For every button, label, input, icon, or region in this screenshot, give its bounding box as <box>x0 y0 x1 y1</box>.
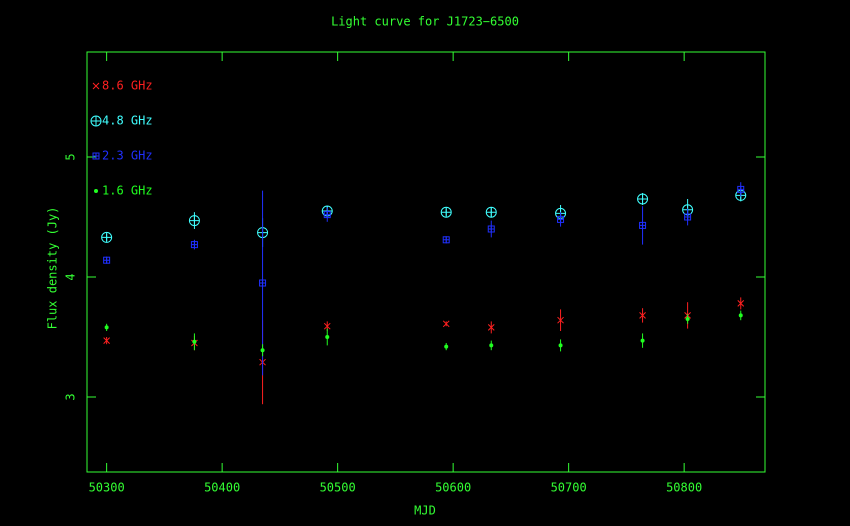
marker-x <box>737 300 745 307</box>
marker-plus <box>101 232 112 243</box>
y-tick-label: 4 <box>64 273 78 280</box>
y-axis-label: Flux density (Jy) <box>46 207 60 330</box>
x-tick-label: 50800 <box>666 481 702 495</box>
marker-plus <box>441 207 452 218</box>
data-point <box>639 221 647 229</box>
plot-frame <box>86 51 766 473</box>
data-point <box>489 343 494 348</box>
data-point <box>737 185 745 193</box>
x-tick-label: 50700 <box>551 481 587 495</box>
marker-dot <box>260 348 265 353</box>
data-point <box>103 337 110 344</box>
x-tick-label: 50400 <box>204 481 240 495</box>
marker-dot <box>104 325 109 330</box>
marker-dot <box>192 339 197 344</box>
data-point <box>444 344 449 349</box>
data-point <box>192 339 197 344</box>
data-point <box>557 215 565 223</box>
data-point <box>685 317 690 321</box>
data-point <box>684 213 692 221</box>
marker-dot <box>558 343 563 348</box>
marker-cross <box>324 211 331 218</box>
marker-x <box>92 82 100 90</box>
marker-cross <box>259 280 266 286</box>
marker-dot <box>489 343 494 348</box>
legend-marker <box>92 82 100 90</box>
data-point <box>639 312 646 319</box>
legend-label: 4.8 GHz <box>102 114 153 128</box>
marker-cross <box>488 226 495 232</box>
x-tick-label: 50600 <box>435 481 471 495</box>
marker-plus <box>91 116 101 126</box>
marker-dot <box>444 344 449 349</box>
marker-dot <box>640 338 645 343</box>
data-point <box>738 313 743 318</box>
marker-cross <box>191 241 198 248</box>
data-point <box>487 324 495 331</box>
data-point <box>101 231 113 243</box>
legend-label: 2.3 GHz <box>102 149 153 163</box>
y-tick-label: 5 <box>64 153 78 160</box>
marker-cross <box>93 153 99 159</box>
data-point <box>442 236 450 244</box>
x-axis-label: MJD <box>414 504 436 518</box>
data-point <box>103 256 111 264</box>
marker-dot <box>325 335 330 339</box>
data-point <box>259 279 267 287</box>
marker-cross <box>557 216 564 223</box>
marker-plus <box>486 207 497 218</box>
y-tick-label: 3 <box>64 393 78 400</box>
marker-plus <box>189 215 200 226</box>
marker-cross <box>639 222 646 229</box>
marker-cross <box>103 257 110 264</box>
legend-label: 1.6 GHz <box>102 184 153 198</box>
marker-x <box>557 316 564 324</box>
marker-plus <box>637 194 648 204</box>
data-point <box>190 241 198 249</box>
legend-marker <box>90 115 102 127</box>
marker-dot <box>738 313 743 318</box>
marker-x <box>442 320 450 328</box>
data-point <box>737 300 745 307</box>
data-point <box>323 322 331 330</box>
legend-marker <box>94 189 98 193</box>
data-point <box>440 206 452 218</box>
marker-dot <box>94 189 98 193</box>
data-point <box>637 193 649 205</box>
data-point <box>557 316 564 324</box>
marker-cross <box>684 214 691 220</box>
legend-marker <box>92 152 100 160</box>
marker-x <box>487 324 495 331</box>
marker-x <box>103 337 110 344</box>
marker-cross <box>737 186 744 193</box>
marker-cross <box>443 236 450 243</box>
data-point <box>640 338 645 343</box>
x-tick-label: 50300 <box>89 481 125 495</box>
data-point <box>325 335 330 339</box>
data-point <box>260 348 265 353</box>
x-tick-label: 50500 <box>320 481 356 495</box>
legend-label: 8.6 GHz <box>102 79 153 93</box>
data-point <box>188 215 200 227</box>
marker-x <box>323 322 331 330</box>
marker-x <box>639 312 646 319</box>
data-point <box>442 320 450 328</box>
data-point <box>485 206 497 218</box>
chart-title: Light curve for J1723−6500 <box>331 15 519 29</box>
data-point <box>558 343 563 348</box>
data-point <box>487 225 495 233</box>
data-point <box>323 211 331 219</box>
marker-dot <box>685 317 690 321</box>
data-point <box>104 325 109 330</box>
